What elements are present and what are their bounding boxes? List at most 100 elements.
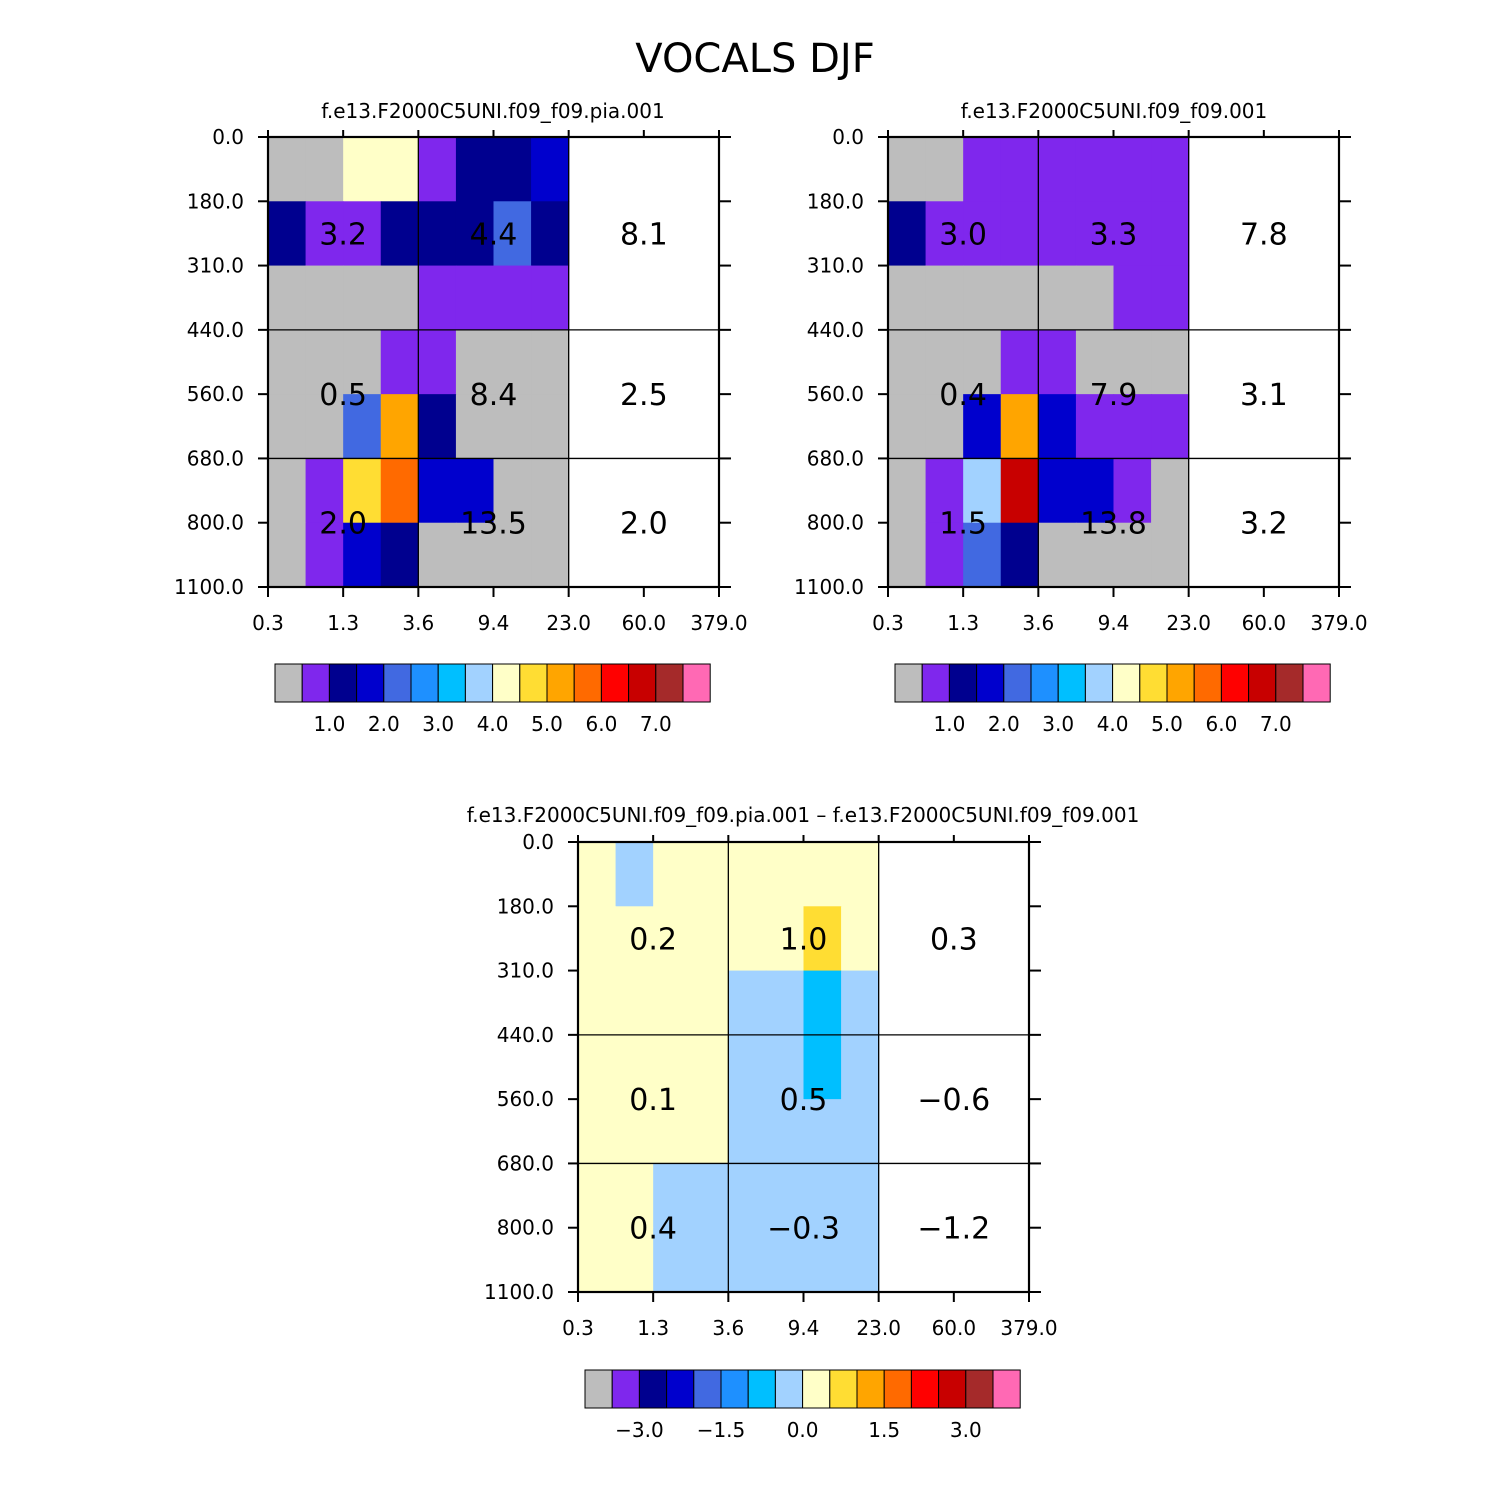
heatmap-cell (578, 1099, 617, 1165)
heatmap-cell (615, 970, 654, 1036)
x-tick-label: 23.0 (856, 1316, 901, 1340)
heatmap-cell (418, 201, 457, 267)
y-tick-label: 310.0 (497, 959, 554, 983)
cell-value-label: 0.4 (629, 1212, 677, 1247)
y-tick-label: 440.0 (807, 318, 864, 342)
colorbar-swatch (573, 663, 602, 703)
heatmap-cell (1113, 329, 1152, 395)
heatmap-cell (268, 458, 307, 524)
colorbar-swatch (938, 1369, 967, 1409)
heatmap-cell (841, 1099, 880, 1165)
heatmap-cell (963, 137, 1002, 202)
heatmap-cell (531, 201, 570, 267)
heatmap-cell (765, 1034, 805, 1100)
heatmap-cell (343, 394, 382, 460)
heatmap-cell (1000, 522, 1039, 588)
heatmap-cell (1075, 458, 1115, 524)
heatmap-cell (1113, 458, 1152, 524)
heatmap-cell (765, 1099, 805, 1165)
colorbar-label: 1.5 (868, 1418, 900, 1442)
cell-value-label: 3.2 (319, 217, 367, 252)
heatmap-cell (1000, 329, 1039, 395)
colorbar-label: −3.0 (615, 1418, 664, 1442)
y-tick-label: 800.0 (187, 511, 244, 535)
colorbar-swatch (1220, 663, 1250, 703)
heatmap-cell (1151, 265, 1190, 331)
heatmap-cell (963, 458, 1002, 524)
colorbar-swatch (1030, 663, 1059, 703)
colorbar-swatch (883, 1369, 912, 1409)
cell-value-label: 2.0 (620, 507, 668, 542)
heatmap-cell (531, 265, 570, 331)
colorbar-swatch (1166, 663, 1195, 703)
heatmap-cell (690, 906, 729, 972)
heatmap-cell (765, 1227, 805, 1293)
colorbar-swatch (693, 1369, 722, 1409)
colorbar-label: 0.0 (787, 1418, 819, 1442)
colorbar-label: 3.0 (422, 712, 454, 736)
colorbar-swatch (328, 663, 358, 703)
colorbar-label: 6.0 (585, 712, 617, 736)
heatmap-cell (765, 906, 805, 972)
cell-value-label: 13.8 (1080, 507, 1147, 542)
heatmap-cell (925, 394, 964, 460)
heatmap-cell (455, 394, 495, 460)
heatmap-cell (1000, 458, 1039, 524)
heatmap-cell (963, 522, 1002, 588)
axis-ticks (568, 835, 1041, 1302)
heatmap-cell (653, 1099, 692, 1165)
heatmap-cell (1038, 522, 1077, 588)
heatmap-cell (305, 329, 344, 395)
colorbar-swatch (1112, 663, 1141, 703)
heatmap-cell (1151, 137, 1190, 202)
heatmap-cell (493, 265, 532, 331)
heatmap-cell (380, 329, 419, 395)
cell-value-label: 1.5 (939, 507, 987, 542)
heatmap-cell (578, 842, 617, 907)
heatmap-cell (455, 522, 495, 588)
heatmap-cell (615, 1099, 654, 1165)
grid-lines (268, 137, 719, 587)
heatmap-cell (578, 1034, 617, 1100)
colorbar-label: 3.0 (1042, 712, 1074, 736)
colorbar-label: 7.0 (640, 712, 672, 736)
heatmap-cell (418, 329, 457, 395)
colorbar-swatch (747, 1369, 776, 1409)
heatmap-cell (690, 1099, 729, 1165)
cell-value-label: 8.1 (620, 217, 668, 252)
y-tick-label: 440.0 (497, 1023, 554, 1047)
heatmap-cell (268, 265, 307, 331)
heatmap-cell (305, 458, 344, 524)
heatmap-cell (1075, 394, 1115, 460)
heatmap-cell (841, 906, 880, 972)
x-tick-label: 60.0 (932, 1316, 977, 1340)
cell-value-label: 3.0 (939, 217, 987, 252)
colorbar-swatch (1302, 663, 1331, 703)
cell-value-label: 7.9 (1090, 378, 1138, 413)
heatmap-cell (728, 1099, 767, 1165)
heatmap-cell (888, 201, 927, 267)
heatmap-cell (1038, 265, 1077, 331)
heatmap-cell (963, 201, 1002, 267)
x-tick-label: 23.0 (546, 611, 591, 635)
heatmap-cell (268, 394, 307, 460)
heatmap-cell (615, 842, 654, 907)
colorbar-swatch (774, 1369, 804, 1409)
colorbar-swatch (584, 1369, 613, 1409)
heatmap-cell (418, 265, 457, 331)
colorbar-label: 5.0 (531, 712, 563, 736)
x-tick-label: 379.0 (690, 611, 747, 635)
heatmap-cell (1000, 137, 1039, 202)
heatmap-cell (615, 1227, 654, 1293)
colorbar-swatch (666, 1369, 695, 1409)
heatmap-cell (455, 329, 495, 395)
colorbar-swatch (856, 1369, 885, 1409)
heatmap-cell (455, 201, 495, 267)
heatmap-cell (1113, 137, 1152, 202)
heatmap-cell (653, 970, 692, 1036)
heatmap-cell (380, 201, 419, 267)
colorbar-swatch (492, 663, 521, 703)
heatmap-cell (1151, 522, 1190, 588)
heatmap-cell (963, 329, 1002, 395)
heatmap-cell (803, 906, 842, 972)
